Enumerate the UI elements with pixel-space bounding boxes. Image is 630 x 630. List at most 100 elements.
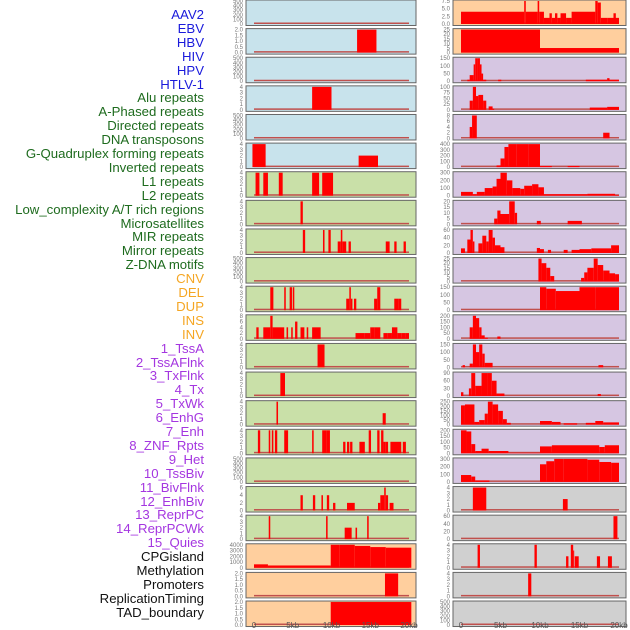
track-label: Methylation [136,563,204,578]
bar [346,298,350,311]
bar [468,388,472,397]
bar [481,335,485,339]
y-tick-label: 1.5 [235,577,244,583]
y-tick-label: 3 [447,491,451,497]
bar [271,430,274,454]
x-tick-label: 20kb [400,621,418,630]
bar [300,201,303,225]
panel-background [245,142,417,170]
bar [573,550,575,568]
y-tick-label: 50 [443,446,450,452]
bar [579,287,596,311]
bar [312,327,321,339]
bar [532,184,539,196]
bar [546,288,556,311]
bar [326,516,328,540]
bar [472,194,477,196]
baseline [254,165,409,168]
track-label: HBV [176,34,204,50]
bar [536,247,540,253]
bar [506,422,511,425]
y-tick-label: 0 [240,365,244,371]
bar [539,11,544,24]
y-tick-label: 2 [447,131,451,137]
bar [574,556,579,568]
bar [295,321,298,339]
y-tick-label: 4 [240,428,244,434]
bar [387,333,392,339]
bar [611,462,619,482]
y-tick-label: 4 [240,85,244,91]
y-tick-label: 0 [447,451,451,457]
track-label: Microsatellites [120,215,204,231]
bar [476,96,479,110]
x-tick-label: 10kb [323,621,341,630]
baseline [461,509,619,511]
bar [491,380,497,397]
bar [500,247,505,253]
y-tick-label: 0 [447,165,451,171]
baseline [254,594,409,597]
bar [252,144,266,168]
track-label: CPGisland [140,549,204,565]
y-tick-label: 100 [440,159,451,165]
y-tick-label: 4 [447,486,451,492]
track-label: 8_ZNF_Rpts [129,437,204,453]
y-tick-label: 100 [233,17,244,23]
y-tick-label: 100 [233,132,244,138]
track-label: HTLV-1 [160,76,204,92]
bar [540,421,552,425]
track-label: AAV2 [171,7,204,22]
baseline [461,136,619,139]
y-tick-label: 100 [440,413,451,419]
y-tick-label: 2 [447,497,451,503]
y-tick-label: 300 [440,148,451,154]
bar [385,547,412,568]
bar [270,315,273,339]
y-tick-label: 0 [447,365,451,371]
bar [405,333,409,339]
bar [563,249,568,253]
y-tick-label: 3 [240,377,244,383]
bar [464,404,475,425]
baseline [254,251,409,253]
track-label: 9_Het [168,451,204,467]
bar [514,212,518,225]
bar [512,188,521,196]
bar [492,108,495,110]
bar [402,441,406,454]
y-tick-label: 2.0 [235,28,244,34]
bar [476,352,480,368]
y-tick-label: 0 [240,394,244,400]
bar [472,115,477,139]
track-label: Inverted repeats [108,159,204,175]
y-tick-label: 25 [443,257,450,263]
bar [469,126,473,139]
y-tick-label: 0 [240,566,244,572]
baseline [461,79,619,82]
x-tick-label: 15kb [362,621,380,630]
bar [256,327,259,339]
y-tick-label: 0 [447,509,451,515]
bar [374,298,378,311]
y-tick-label: 1 [240,302,244,308]
x-tick-label: 5kb [494,621,507,630]
bar [567,165,580,168]
y-tick-label: 0 [240,280,244,286]
track-label: Mirror repeats [121,243,204,259]
y-tick-label: 0 [447,280,451,286]
y-tick-label: 1 [240,159,244,165]
y-tick-label: 4 [240,285,244,291]
bar [486,241,489,253]
bar [540,48,619,53]
y-tick-label: 0 [447,423,451,429]
y-tick-label: 50 [443,72,450,78]
y-tick-label: 0 [447,337,451,343]
y-tick-label: 0 [447,308,451,314]
panel-background [245,371,417,399]
y-tick-label: 200 [233,13,244,19]
y-tick-label: 3 [447,577,451,583]
